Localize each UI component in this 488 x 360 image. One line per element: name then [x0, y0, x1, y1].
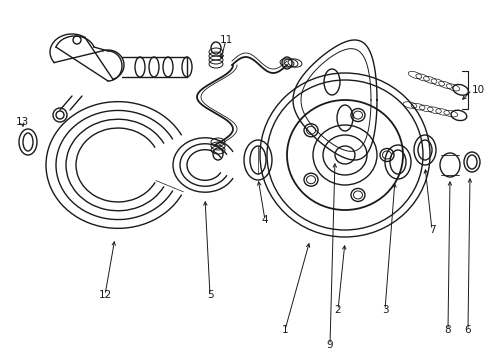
- Text: 5: 5: [206, 290, 213, 300]
- Text: 12: 12: [98, 290, 111, 300]
- Text: 11: 11: [219, 35, 232, 45]
- Text: 1: 1: [281, 325, 288, 335]
- Text: 4: 4: [261, 215, 268, 225]
- Text: 8: 8: [444, 325, 450, 335]
- Text: 3: 3: [381, 305, 387, 315]
- Text: 13: 13: [15, 117, 29, 127]
- Text: 6: 6: [464, 325, 470, 335]
- Text: 10: 10: [471, 85, 484, 95]
- Text: 7: 7: [428, 225, 434, 235]
- Text: 9: 9: [326, 340, 333, 350]
- Text: 2: 2: [334, 305, 341, 315]
